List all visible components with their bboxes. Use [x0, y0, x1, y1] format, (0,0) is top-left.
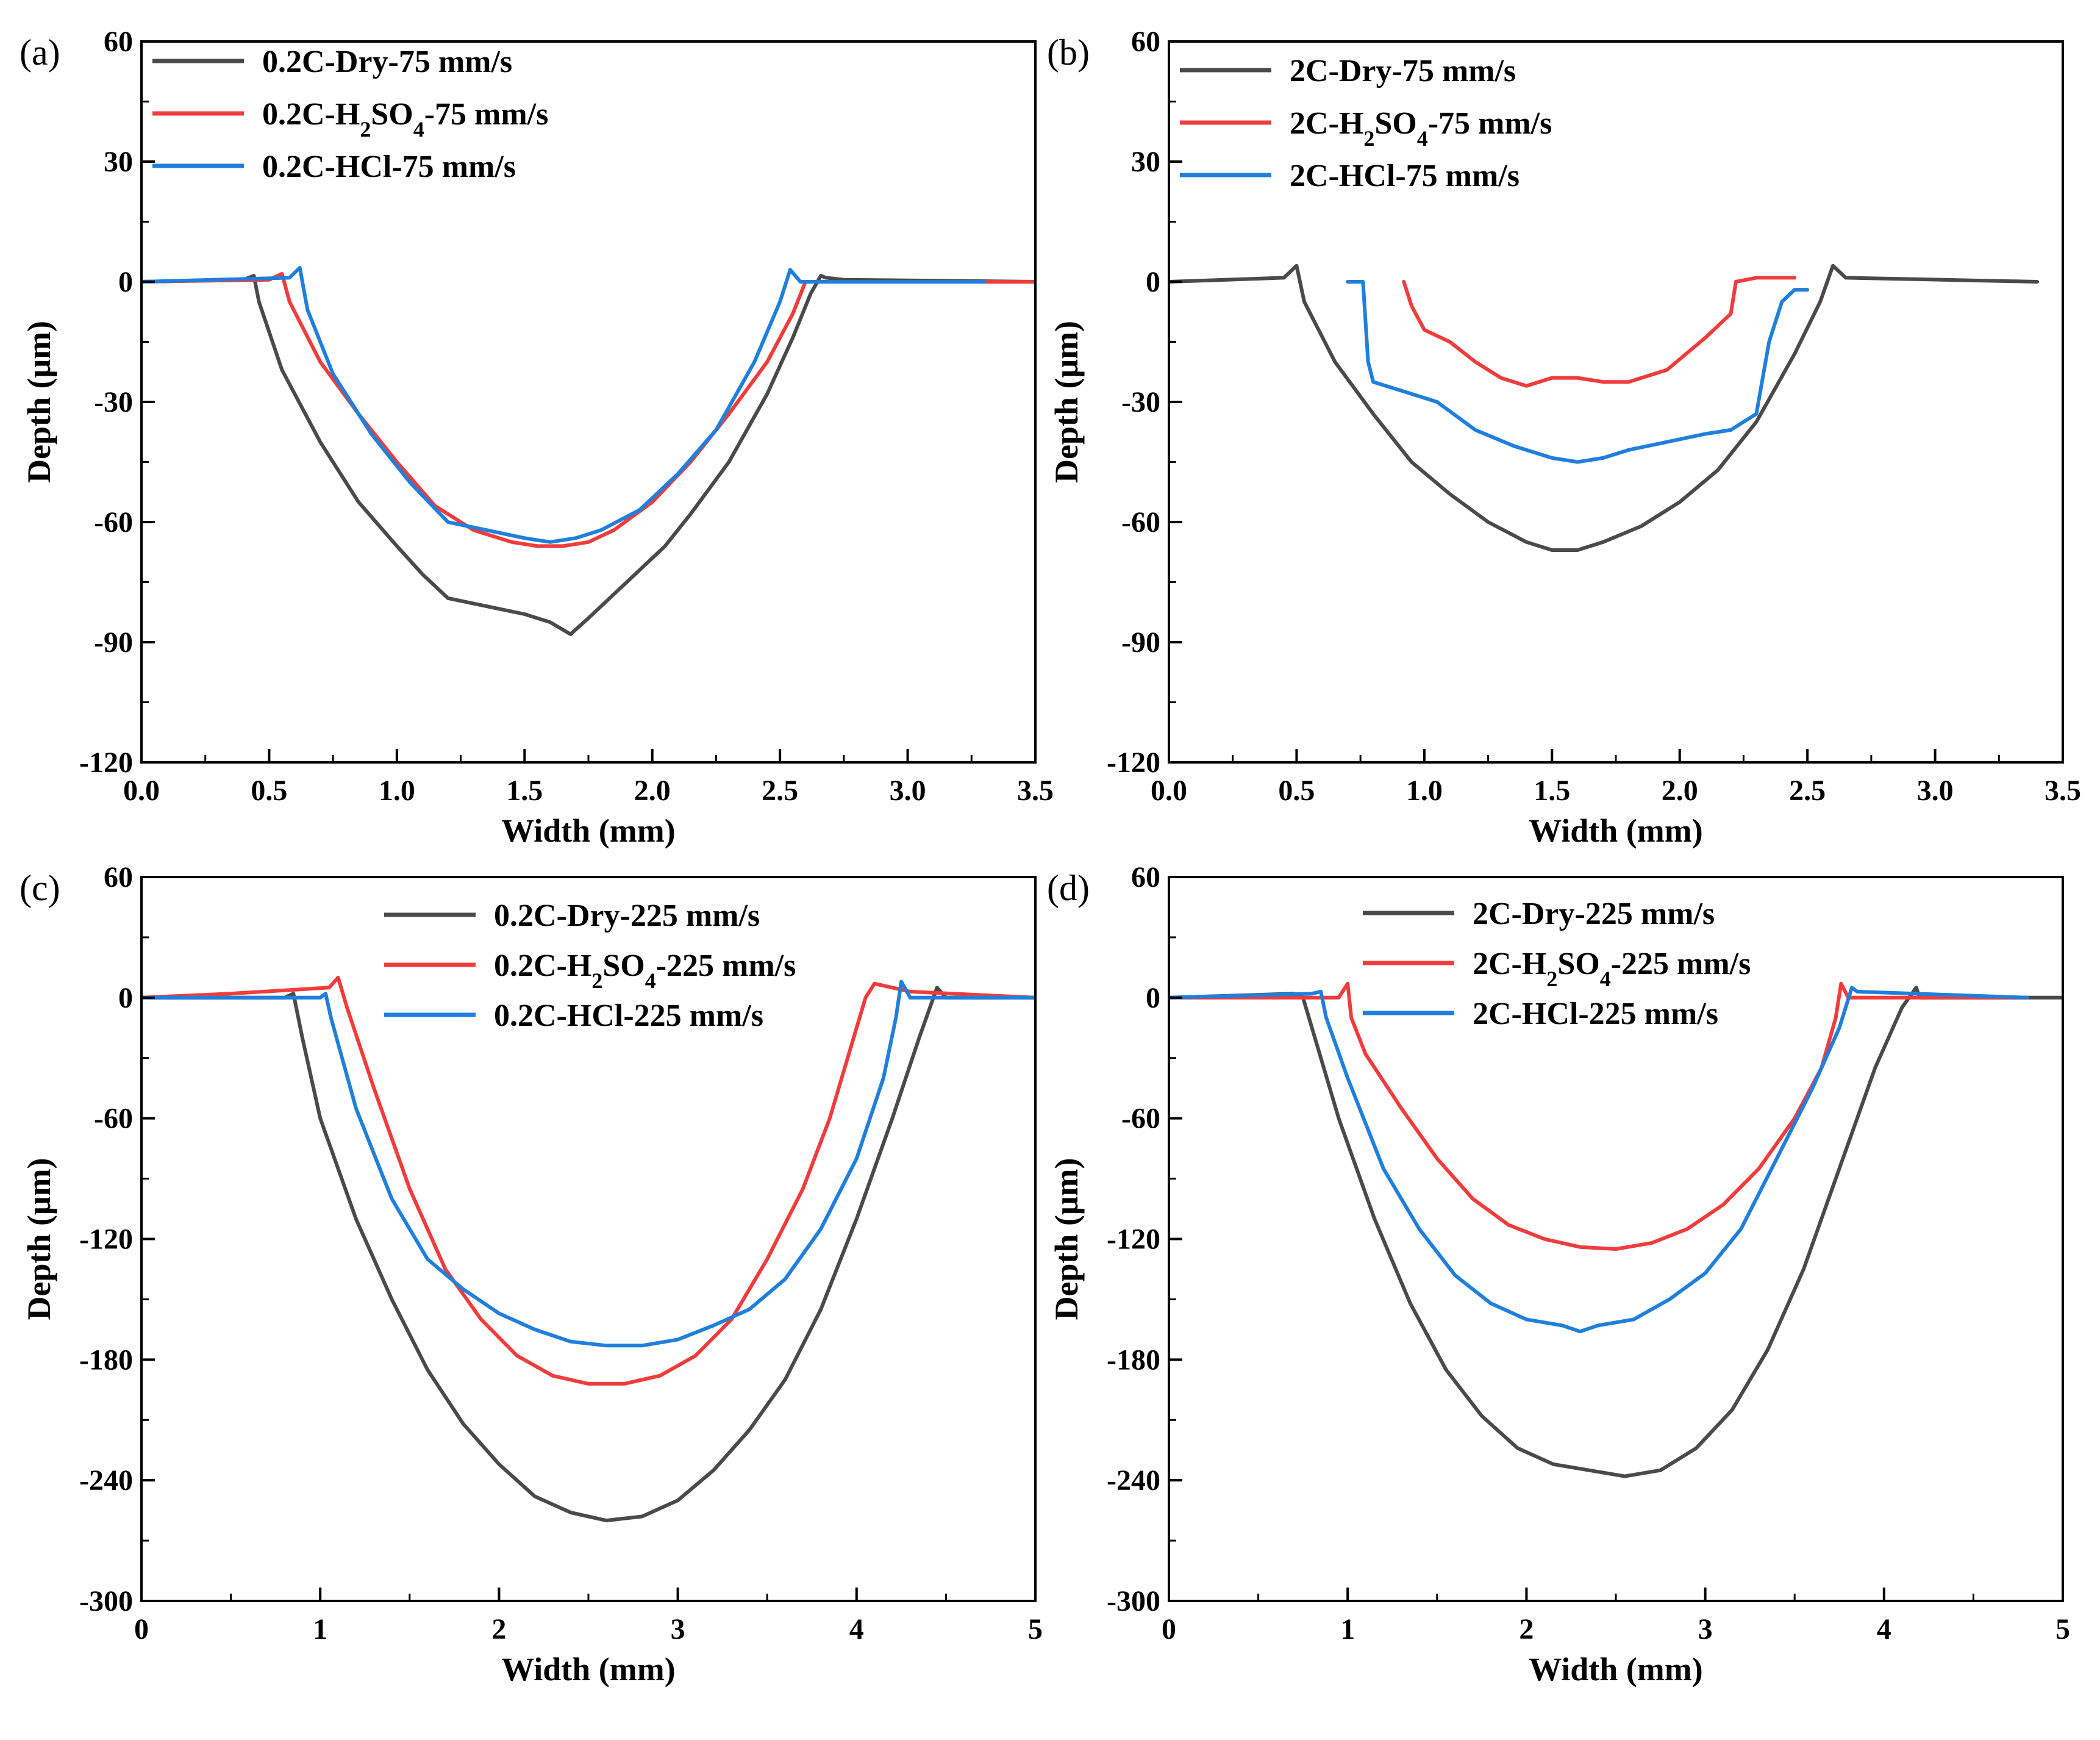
y-tick-label: 30	[104, 146, 133, 178]
x-tick-label: 3	[1698, 1613, 1713, 1645]
y-tick-label: 60	[1131, 26, 1160, 58]
y-tick-label: -300	[1107, 1585, 1160, 1617]
series-line-1	[141, 274, 1035, 636]
legend-entry-2: 0.2C-H2SO4-225 mm/s	[494, 948, 796, 993]
x-tick-label: 3.0	[1917, 775, 1954, 807]
x-tick-label: 4	[849, 1613, 864, 1645]
y-tick-label: -60	[1121, 506, 1160, 539]
chart-panel-d: 0 1 2 3 4 5 60 0 -60 -120 -180 -240 -300 Width (mm) De…	[1047, 861, 2070, 1688]
series-line-3	[1346, 280, 1810, 464]
series-line-2	[1169, 981, 2029, 1251]
x-tick-label: 1.0	[1406, 775, 1443, 807]
y-tick-label: -120	[1107, 1223, 1160, 1256]
y-tick-label: 60	[104, 861, 133, 893]
x-tick-label: 2.0	[1662, 775, 1698, 807]
panel-label: (d)	[1047, 868, 1090, 908]
series-line-1	[1169, 263, 2040, 552]
y-tick-label: -90	[94, 626, 133, 659]
panel-label: (a)	[20, 32, 60, 73]
y-axis-title: Depth (μm)	[21, 321, 57, 483]
legend-entry-1: 2C-Dry-225 mm/s	[1473, 897, 1715, 931]
y-axis-title: Depth (μm)	[21, 1158, 57, 1320]
x-tick-label: 2.0	[634, 775, 671, 807]
legend-entry-2: 2C-H2SO4-225 mm/s	[1473, 947, 1751, 991]
x-tick-label: 5	[1028, 1613, 1043, 1645]
series-line-3	[141, 266, 987, 544]
y-tick-label: -120	[79, 1223, 133, 1256]
legend-entry-1: 0.2C-Dry-75 mm/s	[262, 45, 512, 79]
legend-entry-3: 2C-HCl-75 mm/s	[1290, 159, 1520, 193]
y-tick-label: -240	[1107, 1464, 1160, 1497]
x-axis-title: Width (mm)	[501, 812, 676, 849]
y-tick-label: -300	[79, 1585, 133, 1617]
y-tick-label: 60	[104, 26, 133, 58]
x-tick-label: 3.5	[2045, 775, 2081, 807]
panel-label: (c)	[20, 868, 60, 908]
y-tick-label: 0	[1146, 266, 1160, 298]
y-tick-label: -180	[1107, 1344, 1160, 1376]
y-tick-label: 0	[1146, 982, 1160, 1014]
x-tick-label: 4	[1877, 1613, 1891, 1645]
x-tick-label: 0.5	[1278, 775, 1315, 807]
y-tick-label: -60	[94, 506, 133, 539]
y-tick-label: -180	[79, 1344, 133, 1376]
y-tick-label: -60	[1121, 1103, 1160, 1135]
y-tick-label: 0	[118, 982, 133, 1014]
legend-entry-2: 2C-H2SO4-75 mm/s	[1290, 106, 1552, 151]
series-line-1	[1169, 986, 2063, 1478]
series-line-2	[141, 271, 1035, 548]
x-tick-label: 3.0	[890, 775, 926, 807]
series-line-3	[1169, 986, 2029, 1334]
y-tick-label: -120	[79, 746, 133, 779]
x-tick-label: 0.5	[251, 775, 287, 807]
y-tick-label: -90	[1121, 626, 1160, 659]
y-tick-label: -30	[1121, 386, 1160, 418]
x-tick-label: 1	[313, 1613, 327, 1645]
legend-entry-1: 0.2C-Dry-225 mm/s	[494, 898, 760, 933]
x-tick-label: 1	[1340, 1613, 1355, 1645]
series-line-2	[141, 975, 1035, 1386]
legend-entry-3: 0.2C-HCl-225 mm/s	[494, 998, 763, 1033]
y-tick-label: -240	[79, 1464, 133, 1497]
x-tick-label: 0.0	[123, 775, 160, 807]
x-tick-label: 5	[2055, 1613, 2070, 1645]
x-tick-label: 3	[671, 1613, 685, 1645]
x-tick-label: 2	[1519, 1613, 1534, 1645]
x-axis-title: Width (mm)	[1529, 1651, 1703, 1688]
x-tick-label: 0	[1162, 1613, 1176, 1645]
chart-panel-b: 0.0 0.5 1.0 1.5 2.0 2.5 3.0 3.5 60 30 0 -30 -60 -90 -1…	[1047, 26, 2081, 849]
series-line-3	[141, 979, 1035, 1348]
x-tick-label: 2.5	[1789, 775, 1826, 807]
x-tick-label: 2.5	[762, 775, 798, 807]
y-tick-label: 30	[1131, 146, 1160, 178]
x-axis-title: Width (mm)	[501, 1651, 676, 1688]
x-tick-label: 1.0	[379, 775, 415, 807]
y-tick-label: -60	[94, 1103, 133, 1135]
series-line-1	[141, 986, 1035, 1523]
legend-entry-2: 0.2C-H2SO4-75 mm/s	[262, 97, 548, 141]
y-tick-label: 0	[118, 266, 133, 298]
chart-panel-c: 0 1 2 3 4 5 60 0 -60 -120 -180 -240 -300 Width (mm) De…	[20, 861, 1043, 1688]
y-tick-label: -30	[94, 386, 133, 418]
y-tick-label: 60	[1131, 861, 1160, 893]
legend-entry-3: 2C-HCl-225 mm/s	[1473, 997, 1718, 1031]
chart-panel-a: 0.0 0.5 1.0 1.5 2.0 2.5 3.0 3.5 60 30 0 -30 -60 -90 -1…	[20, 26, 1054, 849]
x-tick-label: 0	[134, 1613, 149, 1645]
legend-entry-1: 2C-Dry-75 mm/s	[1290, 54, 1516, 88]
x-tick-label: 1.5	[506, 775, 543, 807]
series-line-2	[1402, 276, 1797, 388]
x-tick-label: 0.0	[1151, 775, 1187, 807]
panel-label: (b)	[1047, 32, 1090, 73]
x-axis-title: Width (mm)	[1529, 812, 1703, 849]
y-axis-title: Depth (μm)	[1048, 321, 1085, 483]
x-tick-label: 1.5	[1534, 775, 1570, 807]
y-axis-title: Depth (μm)	[1048, 1158, 1085, 1320]
y-tick-label: -120	[1107, 746, 1160, 779]
x-tick-label: 2	[491, 1613, 506, 1645]
x-tick-label: 3.5	[1017, 775, 1054, 807]
legend-entry-3: 0.2C-HCl-75 mm/s	[262, 149, 516, 184]
